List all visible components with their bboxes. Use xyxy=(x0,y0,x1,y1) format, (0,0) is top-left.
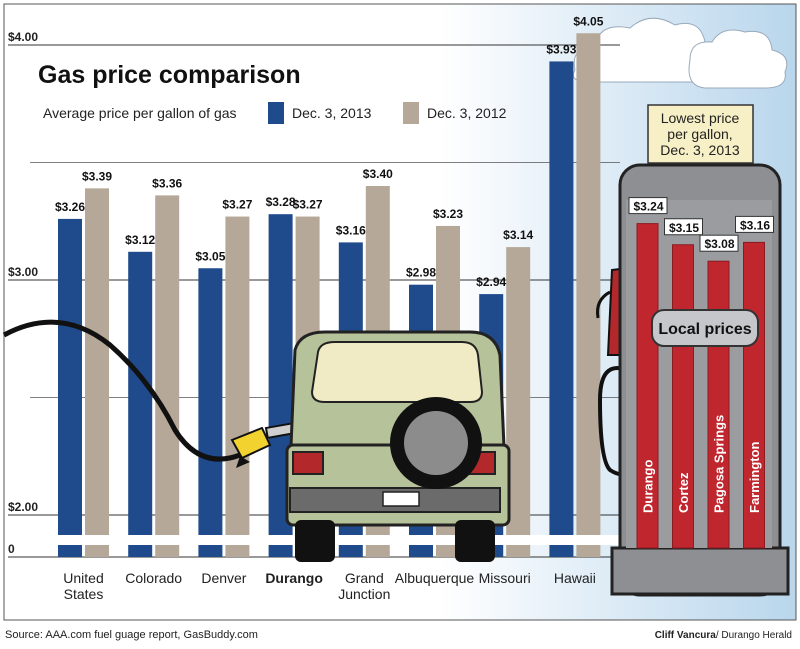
local-name-label-2: Pagosa Springs xyxy=(712,415,727,513)
legend-swatch-2013 xyxy=(268,102,284,124)
local-value-box-3 xyxy=(735,215,774,233)
value-label-bar-2013-5: $2.98 xyxy=(406,266,436,280)
value-label-bar-2012-0: $3.39 xyxy=(82,169,112,183)
y-tick-label-2: $2.00 xyxy=(8,500,38,514)
value-label-bar-2013-0: $3.26 xyxy=(55,200,85,214)
category-label-1-0: Colorado xyxy=(125,570,182,586)
category-label-3-0: Durango xyxy=(265,570,323,586)
category-label-0-1: States xyxy=(64,586,104,602)
value-label-bar-2012-5: $3.23 xyxy=(433,207,463,221)
bar-2013-2 xyxy=(198,268,223,557)
category-label-5-0: Albuquerque xyxy=(395,570,475,586)
local-price-bars: $3.24 Durango $3.15 Cortez $3.08 Pagosa Sprin… xyxy=(628,197,774,549)
bar-value-labels: $3.26$3.39$3.12$3.36$3.05$3.27 $3.28$3.27… xyxy=(55,14,604,289)
category-label-2-0: Denver xyxy=(201,570,246,586)
value-label-bar-2012-1: $3.36 xyxy=(152,176,182,190)
value-label-bar-2012-3: $3.27 xyxy=(293,198,323,212)
footer-credit-name: Cliff Vancura xyxy=(655,630,717,641)
local-value-label-2: $3.08 xyxy=(704,237,734,251)
category-label-4-0: Grand xyxy=(345,570,384,586)
local-value-label-3: $3.16 xyxy=(740,218,770,232)
car-illustration xyxy=(285,330,511,562)
category-label-7-0: Hawaii xyxy=(554,570,596,586)
category-label-4-1: Junction xyxy=(338,586,390,602)
bar-2012-7 xyxy=(576,33,601,557)
y-axis-ticks: $4.00 $3.00 $2.00 0 xyxy=(8,30,38,556)
bar-2013-7 xyxy=(549,61,574,557)
footer-credit: Cliff Vancura/ Durango Herald xyxy=(655,630,792,641)
y-tick-label-1: $3.00 xyxy=(8,265,38,279)
value-label-bar-2012-7: $4.05 xyxy=(573,14,603,28)
value-label-bar-2013-2: $3.05 xyxy=(195,249,225,263)
y-tick-label-0: $4.00 xyxy=(8,30,38,44)
local-name-label-0: Durango xyxy=(641,460,656,514)
value-label-bar-2013-4: $3.16 xyxy=(336,223,366,237)
value-label-bar-2013-6: $2.94 xyxy=(476,275,506,289)
value-label-bar-2012-6: $3.14 xyxy=(503,228,533,242)
chart-subtitle: Average price per gallon of gas xyxy=(43,105,237,121)
clouds xyxy=(572,17,788,89)
callout-line-3: Dec. 3, 2013 xyxy=(660,142,740,158)
legend-label-2012: Dec. 3, 2012 xyxy=(427,105,507,121)
callout-line-2: per gallon, xyxy=(667,126,732,142)
legend: Dec. 3, 2013 Dec. 3, 2012 xyxy=(268,102,507,124)
footer-source: Source: AAA.com fuel guage report, GasBu… xyxy=(5,629,258,641)
bar-2012-2 xyxy=(225,216,250,558)
legend-label-2013: Dec. 3, 2013 xyxy=(292,105,372,121)
local-name-label-3: Farmington xyxy=(747,441,762,513)
local-value-box-0 xyxy=(628,197,668,215)
footer-credit-org: / Durango Herald xyxy=(716,630,792,641)
fuel-hose xyxy=(2,319,241,462)
bar-2013-1 xyxy=(128,251,153,558)
value-label-bar-2013-1: $3.12 xyxy=(125,233,155,247)
local-value-box-2 xyxy=(699,234,739,252)
y-tick-label-3: 0 xyxy=(8,542,15,556)
value-label-bar-2012-2: $3.27 xyxy=(222,198,252,212)
local-bar-0 xyxy=(636,223,659,549)
value-label-bar-2012-4: $3.40 xyxy=(363,167,393,181)
value-label-bar-2013-7: $3.93 xyxy=(546,42,576,56)
callout-line-1: Lowest price xyxy=(661,110,740,126)
local-prices-title: Local prices xyxy=(658,321,751,338)
local-prices-label: Local prices xyxy=(651,309,759,347)
bar-2013-0 xyxy=(58,218,82,557)
category-label-0-0: United xyxy=(63,570,103,586)
category-label-6-0: Missouri xyxy=(479,570,531,586)
value-label-bar-2013-3: $3.28 xyxy=(266,195,296,209)
local-value-box-1 xyxy=(664,218,703,236)
local-value-label-0: $3.24 xyxy=(633,200,663,214)
local-value-label-1: $3.15 xyxy=(669,221,699,235)
chart-title: Gas price comparison xyxy=(38,61,301,89)
legend-swatch-2012 xyxy=(403,102,419,124)
lowest-price-callout: Lowest price per gallon, Dec. 3, 2013 xyxy=(647,104,754,164)
local-name-label-1: Cortez xyxy=(676,472,691,513)
bar-2012-0 xyxy=(85,188,109,557)
bar-2012-1 xyxy=(155,195,180,557)
